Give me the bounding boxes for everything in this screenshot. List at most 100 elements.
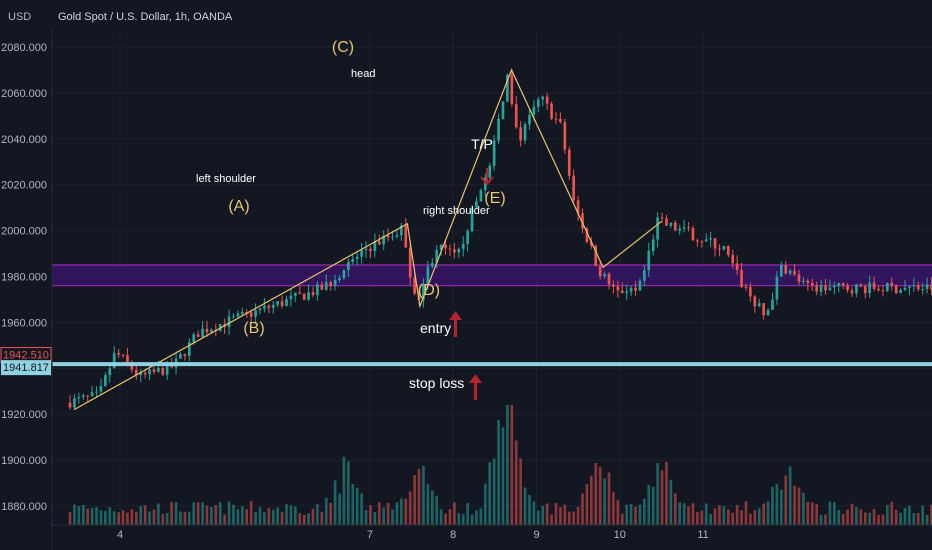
volume-bar [576, 507, 580, 525]
volume-bar [430, 490, 434, 525]
candle-body [660, 217, 664, 219]
volume-bar [479, 508, 483, 525]
candle-body [903, 287, 907, 290]
candle-body [519, 127, 522, 141]
candle-body [749, 287, 752, 297]
candle-body [612, 284, 615, 287]
volume-bar [696, 511, 699, 525]
candle-body [704, 239, 708, 242]
candle-body [545, 96, 549, 104]
candle-body [890, 282, 894, 286]
candle-body [855, 284, 858, 294]
candle-body [815, 285, 818, 292]
candle-body [797, 274, 801, 282]
volume-bar [815, 504, 818, 525]
candle-body [152, 369, 156, 372]
volume-bar [143, 505, 147, 525]
volume-bar [302, 514, 306, 525]
label-left-shoulder: left shoulder [196, 173, 256, 185]
volume-bar [550, 514, 553, 525]
volume-bar [214, 505, 218, 525]
volume-bar [152, 509, 156, 525]
candle-body [139, 372, 143, 376]
volume-bar [713, 508, 717, 525]
candle-body [620, 290, 624, 294]
volume-bar [572, 511, 575, 525]
candle-body [196, 334, 200, 337]
volume-bar [620, 513, 624, 525]
candle-body [687, 227, 690, 229]
candle-body [271, 304, 275, 308]
candle-body [581, 213, 584, 229]
candle-body [523, 124, 527, 141]
volume-bar [625, 504, 629, 525]
volume-bar [73, 504, 76, 525]
volume-bar [784, 475, 788, 525]
volume-bar [187, 511, 191, 525]
volume-bar [258, 507, 262, 525]
overlay-layer [52, 68, 932, 411]
volume-bar [395, 502, 399, 525]
candle-body [766, 309, 770, 316]
volume-bar [788, 466, 792, 525]
candle-body [227, 316, 231, 327]
candle-body [121, 354, 125, 356]
label-e: (E) [484, 190, 505, 207]
candle-body [598, 266, 602, 277]
candle-body [329, 282, 333, 286]
volume-bar [126, 512, 129, 525]
candle-body [824, 285, 827, 291]
volume-bar [139, 506, 143, 525]
volume-bar [205, 505, 209, 525]
volume-bar [837, 509, 841, 525]
candle-body [386, 235, 390, 238]
candle-body [925, 284, 929, 290]
candle-body [430, 262, 434, 267]
volume-bar [581, 493, 584, 525]
candle-body [872, 282, 876, 289]
candle-body [470, 207, 474, 232]
candle-body [850, 290, 854, 294]
candle-body [554, 118, 558, 120]
volume-bar [523, 487, 527, 525]
volume-bar [488, 462, 492, 525]
candle-body [528, 114, 531, 125]
y-tick-label: 2060.000 [1, 88, 47, 100]
volume-bar [179, 511, 182, 525]
candle-body [497, 118, 500, 141]
volume-bar [413, 475, 416, 525]
x-tick-label: 4 [117, 529, 123, 541]
volume-bar [806, 502, 810, 525]
entry-arrow [449, 311, 462, 337]
candle-body [302, 293, 306, 300]
candle-body [753, 296, 757, 307]
volume-bar [285, 504, 288, 525]
candle-body [899, 289, 902, 294]
candle-body [258, 308, 262, 311]
candle-body [833, 286, 836, 288]
volume-bar [320, 511, 324, 525]
volume-bar [506, 405, 509, 525]
candle-body [81, 395, 85, 398]
volume-bar [912, 512, 916, 525]
candle-body [744, 286, 748, 288]
volume-bar [245, 509, 249, 525]
candle-body [289, 295, 293, 300]
volume-bar [744, 501, 748, 525]
tp-arrow [480, 168, 494, 186]
volume-bar [497, 420, 500, 525]
volume-bar [444, 513, 447, 525]
volume-bar [240, 506, 244, 525]
volume-bar [426, 484, 430, 525]
y-tick-label: 2040.000 [1, 134, 47, 146]
volume-bar [351, 483, 355, 525]
x-tick-label: 11 [697, 529, 708, 541]
pattern-line [73, 68, 662, 411]
candle-body [342, 270, 346, 279]
candle-body [541, 96, 545, 100]
volume-bar [886, 504, 889, 525]
volume-bar [810, 502, 814, 525]
candle-body [68, 402, 72, 408]
label-entry: entry [420, 320, 451, 336]
